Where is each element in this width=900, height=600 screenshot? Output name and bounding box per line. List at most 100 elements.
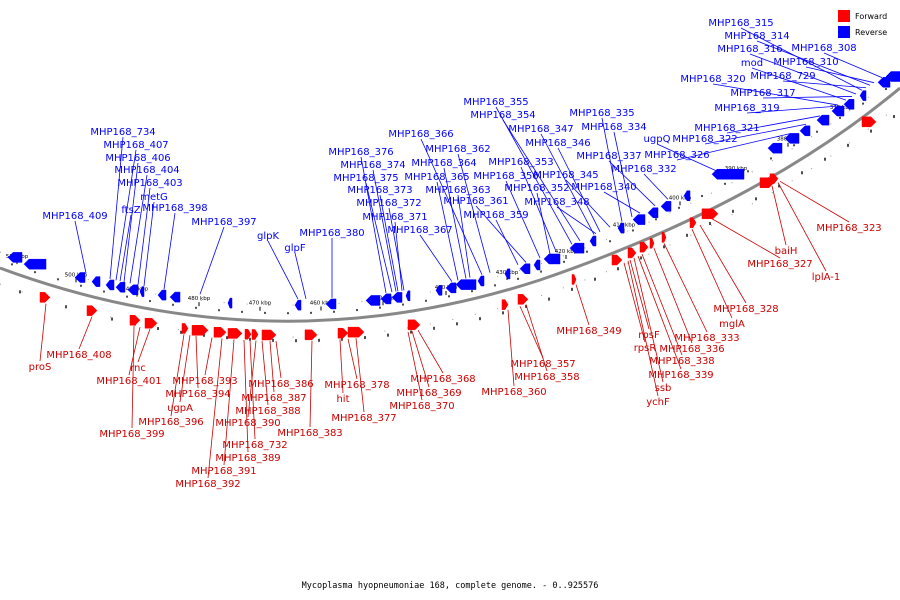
reverse-gene-label: MHP168_308 bbox=[791, 43, 856, 54]
forward-gene-arrow bbox=[337, 327, 349, 339]
label-connector bbox=[119, 214, 132, 282]
forward-gene-label: MHP168_392 bbox=[175, 479, 240, 490]
label-connector bbox=[691, 229, 733, 319]
reverse-gene-label: MHP168_322 bbox=[672, 134, 737, 145]
label-connector bbox=[143, 201, 155, 287]
forward-gene-arrow bbox=[251, 329, 259, 340]
reverse-gene-label: metG bbox=[140, 192, 168, 203]
forward-gene-label: MHP168_378 bbox=[324, 380, 389, 391]
reverse-gene-arrow bbox=[477, 275, 485, 287]
label-connector bbox=[115, 149, 137, 281]
reverse-gene-label: MHP168_407 bbox=[103, 140, 168, 151]
reverse-gene-label: MHP168_729 bbox=[750, 71, 815, 82]
label-connector bbox=[641, 253, 683, 356]
label-connector bbox=[131, 326, 135, 429]
label-connector bbox=[740, 27, 863, 91]
reverse-gene-label: MHP168_348 bbox=[524, 197, 589, 208]
forward-gene-arrow bbox=[639, 241, 649, 253]
label-connector bbox=[495, 106, 573, 245]
reverse-gene-arrow bbox=[632, 214, 646, 225]
label-connector bbox=[711, 218, 781, 259]
gene-layer bbox=[7, 71, 900, 341]
reverse-gene-label: MHP168_380 bbox=[299, 228, 364, 239]
label-connector bbox=[756, 40, 871, 86]
forward-gene-arrow bbox=[407, 319, 421, 331]
forward-gene-label: baiH bbox=[775, 246, 798, 257]
reverse-gene-label: MHP168_372 bbox=[356, 198, 421, 209]
label-connector bbox=[309, 340, 313, 428]
reverse-gene-arrow bbox=[660, 201, 672, 212]
forward-gene-label: mglA bbox=[719, 319, 745, 330]
reverse-gene-label: MHP168_404 bbox=[114, 165, 179, 176]
reverse-gene-label: MHP168_356 bbox=[473, 171, 538, 182]
forward-gene-label: MHP168_358 bbox=[514, 372, 579, 383]
genome-backbone bbox=[0, 86, 900, 323]
label-connector bbox=[457, 153, 491, 273]
forward-gene-arrow bbox=[144, 317, 158, 329]
forward-gene-label: MHP168_327 bbox=[747, 259, 812, 270]
forward-gene-arrow bbox=[701, 208, 719, 220]
label-connector bbox=[525, 304, 548, 372]
reverse-gene-arrow bbox=[533, 259, 541, 271]
label-connector bbox=[372, 169, 397, 292]
label-connector bbox=[502, 119, 581, 242]
reverse-gene-label: MHP168_403 bbox=[117, 178, 182, 189]
forward-gene-label: rpsF bbox=[638, 330, 660, 341]
label-connector bbox=[779, 180, 850, 223]
label-connector bbox=[777, 182, 827, 272]
forward-gene-label: lplA-1 bbox=[812, 272, 841, 283]
forward-gene-label: MHP168_369 bbox=[396, 388, 461, 399]
label-connector bbox=[608, 160, 656, 207]
reverse-gene-arrow bbox=[885, 71, 900, 82]
tick-label: 390 kbp bbox=[725, 166, 748, 172]
reverse-gene-label: MHP168_376 bbox=[328, 147, 393, 158]
forward-gene-label: MHP168_389 bbox=[215, 453, 280, 464]
reverse-gene-label: MHP168_374 bbox=[340, 160, 405, 171]
forward-gene-label: MHP168_336 bbox=[659, 344, 724, 355]
label-connector bbox=[507, 309, 515, 387]
forward-gene-label: MHP168_388 bbox=[235, 406, 300, 417]
label-connector bbox=[74, 220, 87, 274]
label-connector bbox=[275, 341, 282, 379]
label-connector bbox=[443, 167, 467, 279]
label-connector bbox=[565, 179, 611, 228]
tick-label: 470 kbp bbox=[249, 301, 272, 307]
reverse-gene-arrow bbox=[843, 99, 855, 110]
reverse-gene-label: MHP168_364 bbox=[411, 158, 476, 169]
label-connector bbox=[379, 194, 399, 292]
forward-gene-label: MHP168_732 bbox=[222, 440, 287, 451]
label-connector bbox=[637, 255, 682, 370]
reverse-gene-label: ugpQ bbox=[644, 134, 671, 145]
reverse-gene-label: MHP168_361 bbox=[443, 196, 508, 207]
label-connector bbox=[339, 339, 344, 394]
forward-gene-label: MHP168_333 bbox=[674, 333, 739, 344]
label-connector bbox=[123, 162, 139, 283]
label-connector bbox=[195, 335, 199, 389]
reverse-gene-label: MHP168_366 bbox=[388, 129, 453, 140]
label-connector bbox=[762, 96, 853, 99]
connector-layer bbox=[39, 27, 883, 479]
label-connector bbox=[261, 340, 269, 406]
label-connector bbox=[540, 133, 595, 235]
forward-gene-label: MHP168_338 bbox=[649, 356, 714, 367]
label-connector bbox=[536, 192, 551, 254]
forward-gene-label: MHP168_399 bbox=[99, 429, 164, 440]
label-connector bbox=[520, 166, 557, 252]
forward-gene-label: MHP168_370 bbox=[389, 401, 454, 412]
reverse-gene-arrow bbox=[519, 263, 531, 274]
reverse-gene-label: MHP168_365 bbox=[404, 172, 469, 183]
reverse-gene-label: MHP168_345 bbox=[533, 170, 598, 181]
reverse-gene-arrow bbox=[647, 207, 659, 219]
reverse-gene-label: MHP168_359 bbox=[463, 210, 528, 221]
reverse-gene-arrow bbox=[455, 279, 477, 290]
label-connector bbox=[347, 338, 358, 380]
reverse-gene-label: MHP168_406 bbox=[105, 153, 170, 164]
reverse-gene-label: MHP168_335 bbox=[569, 108, 634, 119]
label-connector bbox=[411, 331, 430, 388]
tick-label: 410 kbp bbox=[613, 223, 636, 229]
reverse-gene-label: MHP168_320 bbox=[680, 74, 745, 85]
reverse-gene-arrow bbox=[157, 289, 167, 301]
forward-gene-arrow bbox=[227, 328, 243, 339]
reverse-gene-label: MHP168_363 bbox=[425, 185, 490, 196]
